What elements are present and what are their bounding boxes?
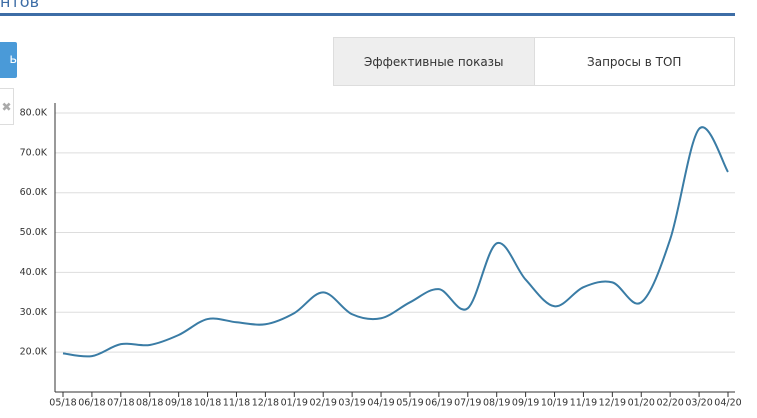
x-tick-label: 10/19 xyxy=(541,398,568,409)
x-tick-label: 03/20 xyxy=(685,398,712,409)
close-icon[interactable]: ✖ xyxy=(0,88,14,125)
y-tick-label: 40.0K xyxy=(20,267,48,278)
header-rule xyxy=(0,13,735,16)
x-tick-label: 05/18 xyxy=(49,398,76,409)
x-tick-label: 08/19 xyxy=(483,398,510,409)
y-tick-label: 30.0K xyxy=(20,307,48,318)
x-tick-label: 04/20 xyxy=(714,398,741,409)
x-tick-label: 01/19 xyxy=(281,398,308,409)
x-tick-label: 09/19 xyxy=(512,398,539,409)
y-tick-label: 20.0K xyxy=(20,347,48,358)
y-tick-label: 60.0K xyxy=(20,187,48,198)
x-tick-label: 09/18 xyxy=(165,398,192,409)
x-tick-label: 11/19 xyxy=(570,398,597,409)
y-tick-label: 80.0K xyxy=(20,107,48,118)
button[interactable]: ь xyxy=(0,42,17,78)
x-tick-label: 07/18 xyxy=(107,398,134,409)
page-title: нтов xyxy=(0,0,39,11)
line xyxy=(62,126,729,358)
y-tick-label: 50.0K xyxy=(20,227,48,238)
tab[interactable]: Запросы в ТОП xyxy=(587,54,682,69)
x-tick-label: 11/18 xyxy=(223,398,250,409)
x-tick-label: 12/19 xyxy=(599,398,626,409)
x-tick-label: 01/20 xyxy=(628,398,655,409)
x-tick-label: 05/19 xyxy=(396,398,423,409)
tabs: Эффективные показы Запросы в ТОП xyxy=(333,37,735,86)
x-tick-label: 06/18 xyxy=(78,398,105,409)
x-tick-label: 12/18 xyxy=(252,398,279,409)
x-tick-label: 06/19 xyxy=(425,398,452,409)
tab[interactable]: Эффективные показы xyxy=(334,38,535,85)
y-tick-label: 70.0K xyxy=(20,147,48,158)
x-tick-label: 03/19 xyxy=(338,398,365,409)
x-tick-label: 02/20 xyxy=(656,398,683,409)
x-tick-label: 08/18 xyxy=(136,398,163,409)
x-tick-label: 07/19 xyxy=(454,398,481,409)
x-tick-label: 10/18 xyxy=(194,398,221,409)
x-tick-label: 04/19 xyxy=(367,398,394,409)
x-tick-label: 02/19 xyxy=(310,398,337,409)
